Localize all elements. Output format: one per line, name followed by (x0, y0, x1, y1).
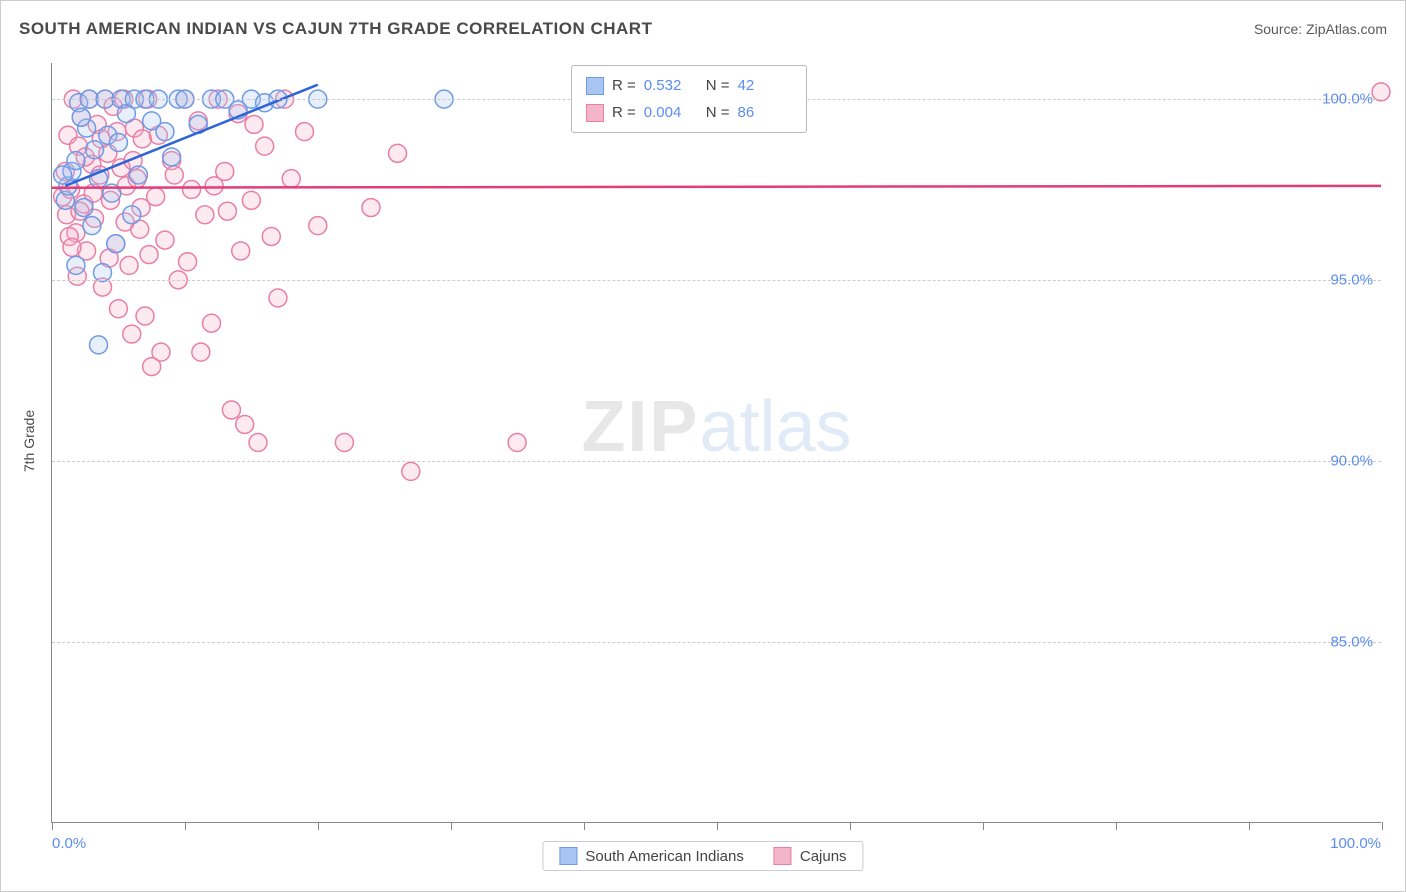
legend-stats-row-2: R = 0.004 N = 86 (586, 99, 792, 126)
gridline-h (52, 280, 1381, 281)
plot-area: ZIPatlas 85.0%90.0%95.0%100.0%0.0%100.0% (51, 63, 1381, 823)
x-tick-label: 0.0% (52, 835, 86, 852)
legend-label-2: Cajuns (800, 848, 847, 865)
x-tick (318, 822, 319, 830)
title-bar: SOUTH AMERICAN INDIAN VS CAJUN 7TH GRADE… (19, 19, 1387, 39)
x-tick (584, 822, 585, 830)
x-tick (983, 822, 984, 830)
x-tick (717, 822, 718, 830)
stat-n-value-1: 42 (738, 72, 792, 99)
legend-item-1: South American Indians (559, 847, 743, 865)
bottom-legend: South American Indians Cajuns (542, 841, 863, 871)
legend-label-1: South American Indians (585, 848, 743, 865)
y-axis-label: 7th Grade (21, 410, 37, 472)
gridline-h (52, 461, 1381, 462)
stat-n-label: N = (706, 72, 730, 99)
stat-r-value-2: 0.004 (644, 99, 698, 126)
y-tick-label: 85.0% (1330, 634, 1373, 651)
stat-n-value-2: 86 (738, 99, 792, 126)
y-tick-label: 100.0% (1322, 91, 1373, 108)
swatch-series-2 (586, 104, 604, 122)
chart-title: SOUTH AMERICAN INDIAN VS CAJUN 7TH GRADE… (19, 19, 652, 39)
stat-r-label: R = (612, 72, 636, 99)
scatter-plot-svg (52, 63, 1381, 822)
chart-container: { "title": "SOUTH AMERICAN INDIAN VS CAJ… (0, 0, 1406, 892)
legend-stats-box: R = 0.532 N = 42 R = 0.004 N = 86 (571, 65, 807, 133)
legend-stats-row-1: R = 0.532 N = 42 (586, 72, 792, 99)
swatch-series-1 (586, 77, 604, 95)
x-tick (451, 822, 452, 830)
stat-r-label: R = (612, 99, 636, 126)
y-tick-label: 95.0% (1330, 272, 1373, 289)
swatch-series-1-b (559, 847, 577, 865)
x-tick (1249, 822, 1250, 830)
stat-n-label: N = (706, 99, 730, 126)
x-tick (1382, 822, 1383, 830)
source-label: Source: ZipAtlas.com (1254, 21, 1387, 37)
gridline-h (52, 642, 1381, 643)
stat-r-value-1: 0.532 (644, 72, 698, 99)
legend-item-2: Cajuns (774, 847, 847, 865)
x-tick-label: 100.0% (1330, 835, 1381, 852)
x-tick (1116, 822, 1117, 830)
x-tick (850, 822, 851, 830)
x-tick (52, 822, 53, 830)
y-tick-label: 90.0% (1330, 453, 1373, 470)
x-tick (185, 822, 186, 830)
swatch-series-2-b (774, 847, 792, 865)
